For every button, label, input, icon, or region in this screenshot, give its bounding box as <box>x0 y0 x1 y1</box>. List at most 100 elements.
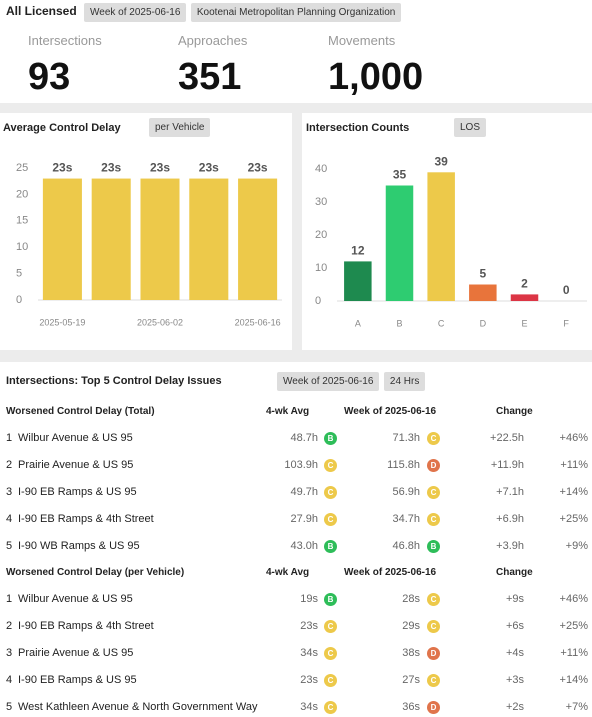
rank: 1 <box>6 432 13 444</box>
y-tick-label: 25 <box>16 162 28 174</box>
x-tick-label: 2025-05-19 <box>39 317 85 327</box>
week-value: 46.8h <box>392 540 420 552</box>
los-grade: D <box>427 701 440 714</box>
org-badge[interactable]: Kootenai Metropolitan Planning Organizat… <box>190 3 402 22</box>
chart-panel: Intersection Counts LOS 0 10 20 30 40 A 12 B 35 C… <box>302 113 592 350</box>
week-value: 29s <box>402 620 420 632</box>
bar <box>91 178 131 300</box>
week-value: 115.8h <box>387 459 420 471</box>
change-value: +9s <box>505 593 524 605</box>
table-badges: Week of 2025-06-16 24 Hrs <box>277 371 426 391</box>
week-value: 71.3h <box>392 432 420 444</box>
kpi-label: Approaches <box>178 33 248 48</box>
week-badge[interactable]: Week of 2025-06-16 <box>277 372 380 391</box>
x-tick-label: C <box>438 318 445 328</box>
change-value: +11.9h <box>490 459 524 471</box>
rank: 3 <box>6 486 13 498</box>
los-grade: D <box>427 647 440 660</box>
los-grade: B <box>324 432 337 445</box>
value-label: 23s <box>199 161 219 175</box>
los-grade: D <box>427 459 440 472</box>
bar <box>344 261 372 301</box>
los-grade: B <box>427 540 440 553</box>
los-grade: C <box>324 459 337 472</box>
change-value: +3s <box>505 674 524 686</box>
value-label: 39 <box>434 154 448 168</box>
y-tick-label: 15 <box>16 215 28 227</box>
intersection-name: I-90 WB Ramps & US 95 <box>18 540 140 552</box>
y-tick-label: 10 <box>16 241 28 253</box>
change-percent: +11% <box>560 459 588 471</box>
kpi-value: 351 <box>178 56 242 98</box>
bar <box>140 178 180 300</box>
period-badge[interactable]: 24 Hrs <box>383 372 426 391</box>
los-grade: C <box>427 432 440 445</box>
avg-value: 43.0h <box>290 540 318 552</box>
los-grade: C <box>427 513 440 526</box>
avg-value: 34s <box>300 701 318 713</box>
week-value: 27s <box>402 674 420 686</box>
chart-badge[interactable]: LOS <box>454 118 487 137</box>
y-tick-label: 40 <box>315 163 327 175</box>
los-grade: B <box>324 593 337 606</box>
chart-badge[interactable]: per Vehicle <box>149 118 211 137</box>
value-label: 2 <box>521 277 528 291</box>
column-header: Change <box>496 567 533 578</box>
y-tick-label: 0 <box>315 295 321 307</box>
value-label: 23s <box>52 161 72 175</box>
intersection-name: I-90 EB Ramps & 4th Street <box>18 513 154 525</box>
intersection-name: Wilbur Avenue & US 95 <box>18 593 133 605</box>
intersection-name: I-90 EB Ramps & 4th Street <box>18 620 154 632</box>
change-percent: +11% <box>560 647 588 659</box>
avg-value: 34s <box>300 647 318 659</box>
avg-value: 49.7h <box>290 486 318 498</box>
x-tick-label: E <box>521 318 527 328</box>
column-header: 4-wk Avg <box>266 406 310 417</box>
avg-value: 48.7h <box>290 432 318 444</box>
change-value: +22.5h <box>490 432 524 444</box>
change-value: +2s <box>505 701 524 713</box>
value-label: 23s <box>150 161 170 175</box>
column-header: Week of 2025-06-16 <box>344 406 437 417</box>
week-value: 36s <box>402 701 420 713</box>
rank: 5 <box>6 701 13 713</box>
rank: 4 <box>6 513 13 525</box>
y-tick-label: 20 <box>16 188 28 200</box>
intersection-name: Prairie Avenue & US 95 <box>18 647 134 659</box>
avg-value: 103.9h <box>284 459 318 471</box>
los-grade: C <box>427 593 440 606</box>
change-value: +6.9h <box>496 513 524 525</box>
los-grade: B <box>324 540 337 553</box>
value-label: 35 <box>393 168 407 182</box>
rank: 5 <box>6 540 13 552</box>
los-grade: C <box>324 486 337 499</box>
x-tick-label: D <box>480 318 487 328</box>
table-title: Intersections: Top 5 Control Delay Issue… <box>6 375 222 387</box>
rank: 1 <box>6 593 13 605</box>
los-grade: C <box>427 674 440 687</box>
week-badge[interactable]: Week of 2025-06-16 <box>84 3 187 22</box>
chart-title: Intersection Counts <box>306 122 410 134</box>
bar <box>238 178 278 300</box>
chart: 0 5 10 15 20 25 2025-05-19 23s 23s 2025-06-02 23s 2… <box>16 161 282 327</box>
x-tick-label: F <box>563 318 569 328</box>
change-value: +4s <box>505 647 524 659</box>
avg-value: 23s <box>300 674 318 686</box>
rank: 2 <box>6 620 13 632</box>
week-value: 34.7h <box>392 513 420 525</box>
header-panel: All Licensed Week of 2025-06-16 Kootenai… <box>0 0 592 103</box>
value-label: 23s <box>248 161 268 175</box>
rank: 3 <box>6 647 13 659</box>
bar <box>385 185 414 301</box>
change-percent: +46% <box>559 432 588 444</box>
chart: 0 10 20 30 40 A 12 B 35 C 39 D 5 E 2 F 0 <box>315 154 587 328</box>
kpi-value: 93 <box>28 56 71 98</box>
kpi-label: Movements <box>328 33 396 48</box>
chart-panel: Average Control Delay per Vehicle 0 5 10 15… <box>0 113 292 350</box>
change-percent: +7% <box>565 701 588 713</box>
value-label: 23s <box>101 161 121 175</box>
los-grade: C <box>324 513 337 526</box>
y-tick-label: 30 <box>315 196 327 208</box>
intersection-name: Prairie Avenue & US 95 <box>18 459 134 471</box>
